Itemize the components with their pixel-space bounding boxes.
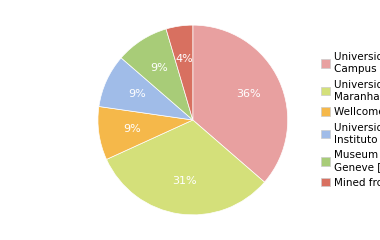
Text: 9%: 9% [128, 89, 146, 99]
Text: 9%: 9% [123, 124, 141, 134]
Wedge shape [166, 25, 193, 120]
Legend: Universidade Federal do Para,
Campus Braganca [8], Universidade Estadual do
Mara: Universidade Federal do Para, Campus Bra… [317, 48, 380, 192]
Wedge shape [193, 25, 288, 182]
Wedge shape [106, 120, 264, 215]
Text: 31%: 31% [172, 176, 196, 186]
Wedge shape [121, 29, 193, 120]
Text: 4%: 4% [175, 54, 193, 64]
Wedge shape [99, 58, 193, 120]
Text: 36%: 36% [237, 89, 261, 99]
Wedge shape [98, 107, 193, 159]
Text: 9%: 9% [150, 63, 168, 73]
